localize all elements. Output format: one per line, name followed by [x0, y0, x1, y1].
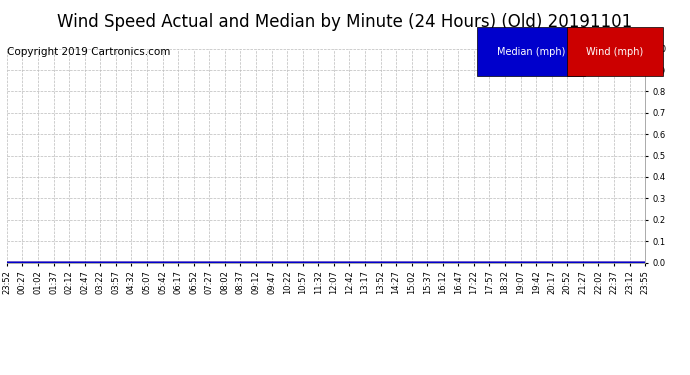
Text: Wind (mph): Wind (mph) — [586, 47, 644, 57]
Text: Median (mph): Median (mph) — [497, 47, 565, 57]
Text: Wind Speed Actual and Median by Minute (24 Hours) (Old) 20191101: Wind Speed Actual and Median by Minute (… — [57, 13, 633, 31]
Text: Copyright 2019 Cartronics.com: Copyright 2019 Cartronics.com — [7, 47, 170, 57]
